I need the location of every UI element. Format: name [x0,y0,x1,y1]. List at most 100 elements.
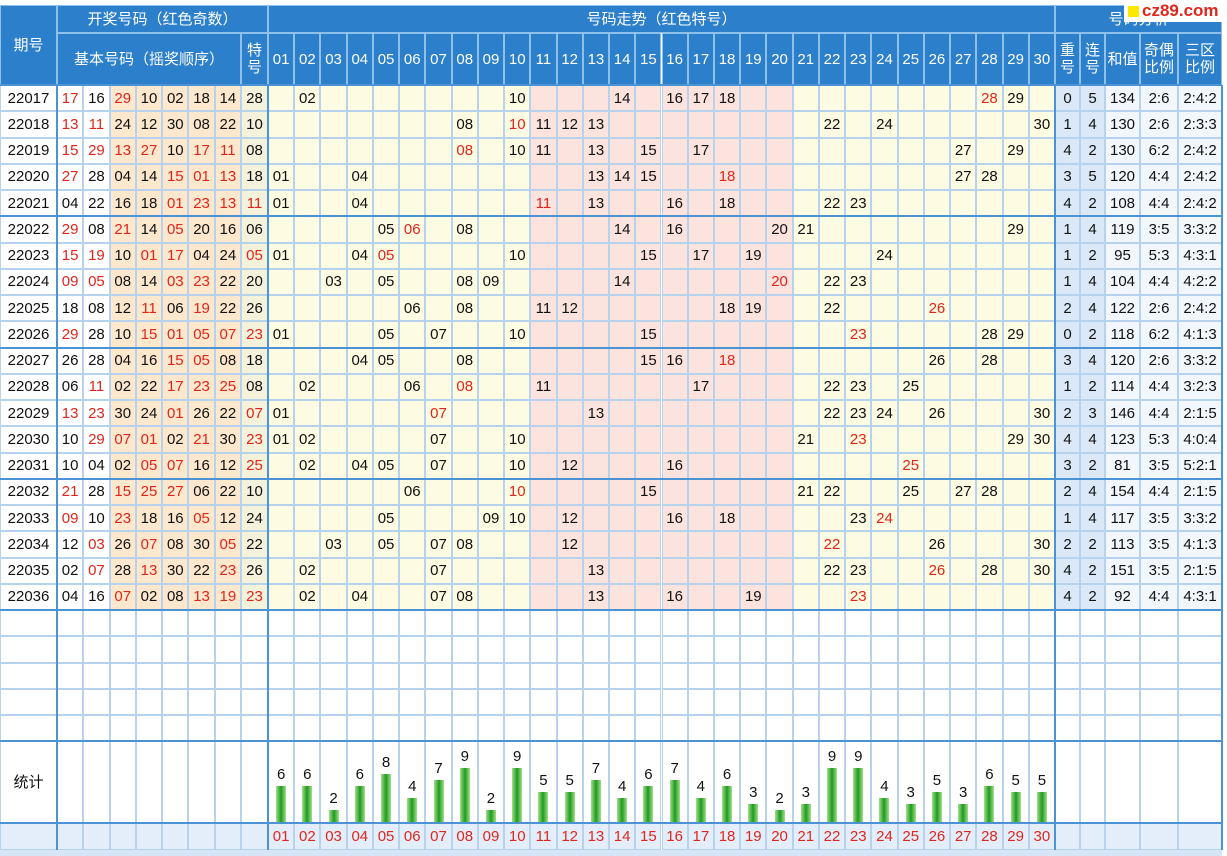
empty-cell [818,636,846,663]
trend-cell [346,268,373,295]
empty-cell [845,636,872,663]
trend-cell [923,242,951,269]
basic-number: 16 [188,452,215,479]
trend-cell [635,111,662,138]
trend-col-footer: 04 [346,823,373,850]
basic-number: 20 [188,216,215,243]
trend-col-header: 06 [399,33,426,85]
count-label: 9 [513,748,522,765]
trend-cell [740,163,767,190]
empty-cell [713,688,741,715]
trend-cell [661,163,688,190]
footer-cell [83,823,110,850]
trend-cell [556,347,583,374]
trend-cell [766,190,793,217]
analysis-value: 2 [1080,190,1105,217]
basic-number: 14 [135,268,163,295]
trend-number: 05 [372,321,400,348]
analysis-value: 3:3:2 [1178,505,1222,532]
trend-number: 22 [818,373,846,400]
stats-cell [1178,741,1222,823]
count-label: 7 [591,760,601,777]
trend-number: 01 [268,400,295,427]
empty-cell [766,662,793,689]
trend-cell [425,190,452,217]
trend-cell [530,85,557,112]
analysis-value: 92 [1105,583,1140,610]
basic-number: 19 [83,242,110,269]
basic-number: 04 [57,583,84,610]
trend-cell [1002,111,1029,138]
draw-header: 开奖号码（红色奇数） [57,5,268,33]
trend-cell [1002,557,1029,584]
footer-cell [188,823,215,850]
trend-col-header: 26 [923,33,951,85]
basic-number: 13 [135,557,163,584]
footer-cell [1105,823,1140,850]
trend-col-header: 20 [766,33,793,85]
divider [0,609,1222,611]
trend-number: 30 [1028,557,1055,584]
count-bar [407,798,418,822]
trend-cell [687,347,714,374]
trend-cell [530,400,557,427]
basic-number: 30 [162,557,189,584]
empty-cell [477,688,505,715]
trend-cell [687,452,714,479]
trend-cell [661,295,688,322]
analysis-value: 130 [1105,137,1140,164]
trend-cell [845,163,872,190]
empty-cell [83,715,110,742]
basic-number: 04 [109,347,136,374]
trend-cell [976,452,1003,479]
count-bar [538,792,549,822]
trend-cell [713,452,741,479]
trend-cell [294,163,321,190]
divider [0,477,1222,480]
empty-cell [871,662,898,689]
trend-cell [871,190,898,217]
empty-cell [214,688,241,715]
trend-col-footer: 30 [1028,823,1055,850]
trend-cell [425,137,452,164]
empty-cell [504,715,531,742]
trend-cell [504,531,531,558]
trend-number: 30 [1028,426,1055,453]
trend-number: 17 [687,137,714,164]
count-label: 3 [959,784,968,801]
trend-cell [766,85,793,112]
trend-cell [582,216,610,243]
trend-cell [897,531,924,558]
trend-cell [713,557,741,584]
basic-number: 06 [162,295,189,322]
trend-number: 10 [504,85,531,112]
trend-cell [425,268,452,295]
special-number: 10 [241,111,268,138]
analysis-value: 3:3:2 [1178,216,1222,243]
trend-cell [713,137,741,164]
basic-number: 08 [214,347,241,374]
basic-number: 27 [135,137,163,164]
trend-cell [976,426,1003,453]
analysis-value: 118 [1105,321,1140,348]
analysis-value: 2 [1080,452,1105,479]
trend-cell [845,452,872,479]
empty-cell [1140,688,1178,715]
trend-cell [661,137,688,164]
trend-cell [1002,347,1029,374]
trend-cell [372,583,400,610]
basic-number: 10 [109,321,136,348]
trend-cell [372,85,400,112]
analysis-value: 4:4 [1140,163,1178,190]
analysis-value: 2 [1080,321,1105,348]
basic-number: 08 [162,583,189,610]
empty-cell [740,715,767,742]
empty-cell [661,715,688,742]
empty-cell [792,610,819,637]
count-bar [722,786,733,822]
empty-cell [530,662,557,689]
trend-cell [609,321,636,348]
trend-number: 07 [425,583,452,610]
empty-cell [582,662,610,689]
trend-cell [818,347,846,374]
